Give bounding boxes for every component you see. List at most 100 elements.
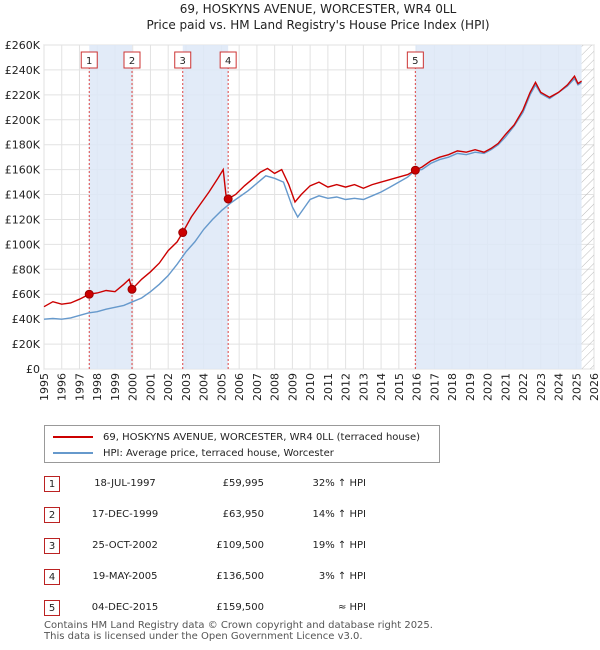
shaded-range — [415, 45, 582, 369]
x-tick-label: 2021 — [499, 373, 512, 401]
x-tick-label: 2025 — [570, 373, 583, 401]
x-tick-label: 1998 — [91, 373, 104, 401]
legend: 69, HOSKYNS AVENUE, WORCESTER, WR4 0LL (… — [44, 425, 440, 463]
sale-date: 18-JUL-1997 — [94, 478, 156, 489]
sale-date: 25-OCT-2002 — [92, 540, 158, 551]
y-tick-label: £200K — [5, 114, 41, 127]
x-tick-label: 2014 — [375, 373, 388, 401]
y-tick-label: £260K — [5, 39, 41, 52]
legend-item-property: 69, HOSKYNS AVENUE, WORCESTER, WR4 0LL (… — [53, 429, 420, 445]
sale-point — [84, 289, 94, 299]
sale-point — [178, 228, 188, 238]
sale-points — [84, 165, 420, 299]
y-tick-label: £40K — [12, 313, 41, 326]
legend-swatch-blue — [53, 452, 93, 454]
x-tick-label: 2023 — [535, 373, 548, 401]
x-tick-label: 2000 — [127, 373, 140, 401]
y-tick-label: £80K — [12, 263, 41, 276]
sale-hpi-comparison: 32% ↑ HPI — [312, 478, 366, 489]
x-tick-label: 2007 — [251, 373, 264, 401]
x-tick-label: 2004 — [198, 373, 211, 401]
y-tick-label: £120K — [5, 213, 41, 226]
y-tick-label: £180K — [5, 139, 41, 152]
sale-price: £63,950 — [222, 509, 264, 520]
x-tick-label: 2005 — [215, 373, 228, 401]
sale-number-badge: 1 — [44, 476, 60, 492]
y-axis-ticks: £0 £20K £40K £60K £80K £100K £120K £140K £160K £1… — [5, 39, 41, 376]
x-tick-label: 2019 — [464, 373, 477, 401]
series-line — [43, 74, 582, 308]
sale-point — [223, 194, 233, 204]
sale-number-badge: 2 — [44, 507, 60, 523]
sale-number-badge: 5 — [44, 600, 60, 616]
sale-label-box — [219, 51, 237, 69]
table-row: 1 18-JUL-1997 £59,995 32% ↑ HPI — [44, 474, 384, 505]
y-tick-label: £140K — [5, 189, 41, 202]
y-tick-label: £220K — [5, 89, 41, 102]
sale-date: 19-MAY-2005 — [92, 571, 158, 582]
x-axis-ticks: 1995 1996 1997 1998 1999 2000 2001 2002 2003 2004… — [38, 373, 600, 401]
y-tick-label: £160K — [5, 164, 41, 177]
table-row: 2 17-DEC-1999 £63,950 14% ↑ HPI — [44, 505, 384, 536]
table-row: 4 19-MAY-2005 £136,500 3% ↑ HPI — [44, 567, 384, 598]
x-tick-label: 1995 — [38, 373, 51, 401]
sale-date: 17-DEC-1999 — [91, 509, 159, 520]
x-tick-label: 2003 — [180, 373, 193, 401]
sale-label-number: 1 — [86, 56, 92, 67]
sale-number-badge: 4 — [44, 569, 60, 585]
sale-price: £109,500 — [216, 540, 264, 551]
y-tick-label: £60K — [12, 288, 41, 301]
legend-label-hpi: HPI: Average price, terraced house, Worc… — [103, 447, 334, 459]
y-tick-label: £240K — [5, 64, 41, 77]
price-chart: 69, HOSKYNS AVENUE, WORCESTER, WR4 0LL P… — [5, 2, 600, 401]
sale-label-box — [174, 51, 192, 69]
x-tick-label: 2015 — [393, 373, 406, 401]
sale-hpi-comparison: 3% ↑ HPI — [318, 571, 366, 582]
x-tick-label: 2011 — [322, 373, 335, 401]
chart-title: 69, HOSKYNS AVENUE, WORCESTER, WR4 0LL — [180, 2, 457, 16]
x-tick-label: 2024 — [553, 373, 566, 401]
x-tick-label: 2017 — [428, 373, 441, 401]
x-tick-label: 2001 — [144, 373, 157, 401]
footer-attribution: Contains HM Land Registry data © Crown c… — [44, 620, 433, 642]
sale-label-number: 2 — [129, 56, 135, 67]
x-tick-label: 2020 — [482, 373, 495, 401]
sale-price: £59,995 — [222, 478, 264, 489]
x-tick-label: 2013 — [357, 373, 370, 401]
sale-point — [127, 284, 137, 294]
sale-label-number: 5 — [412, 56, 418, 67]
shaded-range — [182, 45, 229, 369]
x-tick-label: 2022 — [517, 373, 530, 401]
x-tick-label: 2010 — [304, 373, 317, 401]
y-tick-label: £100K — [5, 238, 41, 251]
sale-price: £159,500 — [216, 602, 264, 613]
legend-swatch-red — [53, 436, 93, 438]
sale-hpi-comparison: ≈ HPI — [337, 602, 366, 613]
shaded-range — [89, 45, 132, 369]
x-tick-label: 2012 — [340, 373, 353, 401]
x-tick-label: 2018 — [446, 373, 459, 401]
x-tick-label: 1999 — [109, 373, 122, 401]
sale-point — [410, 165, 420, 175]
series-line — [43, 77, 582, 320]
x-tick-label: 2026 — [588, 373, 600, 401]
footer-line-2: This data is licensed under the Open Gov… — [44, 631, 363, 642]
table-row: 3 25-OCT-2002 £109,500 19% ↑ HPI — [44, 536, 384, 567]
sale-label-box — [80, 51, 98, 69]
y-tick-label: £20K — [12, 338, 41, 351]
sales-table: 1 18-JUL-1997 £59,995 32% ↑ HPI 2 17-DEC… — [44, 474, 384, 629]
x-tick-label: 2002 — [162, 373, 175, 401]
table-row: 5 04-DEC-2015 £159,500 ≈ HPI — [44, 598, 384, 629]
sale-number-labels: 1 2 3 4 5 — [80, 51, 424, 69]
sale-label-box — [123, 51, 141, 69]
chart-subtitle: Price paid vs. HM Land Registry's House … — [146, 18, 489, 32]
future-hatch — [581, 45, 594, 369]
x-tick-label: 2009 — [286, 373, 299, 401]
y-tick-label: £0 — [26, 363, 40, 376]
sale-label-number: 4 — [225, 56, 231, 67]
sale-number-badge: 3 — [44, 538, 60, 554]
x-tick-label: 2006 — [233, 373, 246, 401]
sale-price: £136,500 — [216, 571, 264, 582]
legend-label-property: 69, HOSKYNS AVENUE, WORCESTER, WR4 0LL (… — [103, 431, 421, 443]
legend-item-hpi: HPI: Average price, terraced house, Worc… — [53, 445, 334, 461]
